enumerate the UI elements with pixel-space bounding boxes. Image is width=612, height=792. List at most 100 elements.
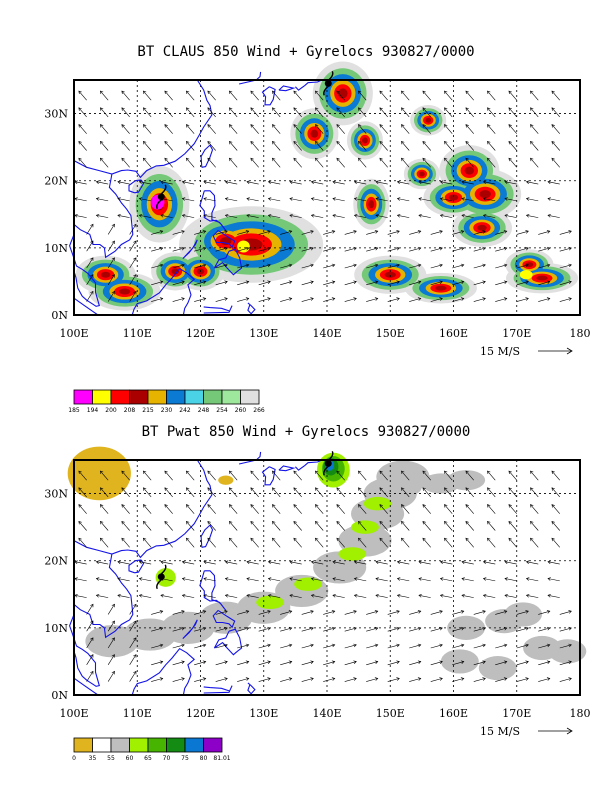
wind-vector-head — [396, 560, 401, 564]
wind-vector-head — [336, 520, 340, 525]
wind-vector — [495, 247, 507, 252]
wind-vector — [107, 654, 115, 665]
wind-vector — [452, 610, 464, 615]
pwat-band-grey — [548, 639, 587, 664]
wind-vector — [272, 537, 281, 548]
wind-vector — [311, 594, 324, 598]
wind-vector-head — [439, 643, 443, 648]
wind-vector — [375, 594, 388, 598]
wind-vector-head — [530, 520, 534, 525]
wind-vector-head — [396, 610, 400, 614]
wind-vector — [301, 644, 314, 649]
wind-vector-head — [288, 297, 293, 301]
wind-vector-head — [551, 107, 555, 111]
wind-vector — [397, 198, 410, 202]
wind-vector-head — [508, 124, 512, 128]
wind-vector — [78, 90, 87, 101]
wind-vector-head — [374, 626, 379, 631]
wind-vector-head — [401, 140, 405, 145]
coastline — [278, 85, 296, 92]
wind-vector — [215, 644, 228, 649]
wind-vector — [272, 487, 281, 498]
wind-vector — [418, 181, 431, 185]
wind-vector — [280, 247, 292, 252]
wind-vector-head — [310, 213, 315, 218]
wind-vector — [473, 247, 486, 252]
wind-vector-head — [138, 197, 143, 201]
wind-vector — [117, 198, 130, 202]
wind-vector — [551, 124, 560, 134]
wind-vector-head — [551, 487, 555, 491]
coastline — [131, 267, 196, 316]
wind-vector — [143, 504, 152, 514]
wind-vector-head — [375, 577, 379, 581]
wind-vector-head — [133, 637, 137, 641]
wind-vector-head — [78, 157, 82, 162]
wind-vector-head — [353, 626, 357, 631]
wind-vector-head — [530, 537, 534, 542]
colorbar-label: 242 — [179, 407, 191, 414]
wind-vector — [538, 247, 550, 252]
wind-vector-head — [331, 626, 336, 631]
wind-vector — [440, 214, 453, 218]
wind-vector-head — [546, 643, 551, 648]
wind-vector-head — [375, 560, 379, 564]
wind-vector-head — [203, 560, 207, 564]
wind-vector-head — [272, 124, 276, 128]
wind-vector-head — [111, 274, 115, 278]
wind-vector-head — [99, 504, 104, 508]
wind-vector-head — [203, 197, 207, 201]
wind-vector-head — [568, 297, 572, 301]
wind-vector — [293, 504, 302, 514]
wind-vector — [508, 521, 517, 531]
wind-vector — [107, 257, 115, 269]
wind-vector-head — [78, 520, 82, 525]
wind-vector — [194, 281, 206, 286]
wind-vector — [311, 578, 324, 582]
wind-vector-head — [465, 520, 469, 525]
wind-vector-head — [310, 626, 314, 631]
wind-vector-head — [267, 643, 271, 648]
wind-vector — [495, 678, 507, 682]
wind-vector-head — [331, 230, 336, 234]
lon-label: 180 — [570, 327, 591, 340]
wind-vector — [237, 644, 249, 649]
wind-vector — [272, 521, 281, 531]
wind-vector — [107, 274, 115, 285]
wind-vector — [293, 124, 302, 134]
wind-vector — [182, 561, 195, 565]
cloud-band-darkred — [362, 137, 368, 144]
wind-vector — [516, 678, 529, 682]
wind-vector-head — [379, 470, 383, 475]
wind-vector-head — [95, 213, 100, 218]
cloud-band-darkred — [220, 237, 232, 246]
wind-vector-head — [90, 274, 94, 278]
wind-vector-head — [379, 124, 383, 128]
wind-vector-head — [525, 593, 530, 598]
wind-vector-head — [90, 240, 94, 245]
colorbar-label: 185 — [68, 407, 80, 414]
cloud-band-darkred — [425, 117, 432, 123]
wind-vector-head — [133, 670, 137, 675]
wind-vector-head — [396, 677, 400, 681]
wind-vector — [323, 610, 335, 615]
wind-vector — [246, 214, 259, 218]
wind-vector — [237, 610, 249, 615]
wind-vector-head — [111, 654, 115, 658]
wind-vector-head — [160, 213, 164, 218]
wind-vector — [139, 214, 152, 218]
wind-vector-head — [525, 660, 529, 664]
wind-vector — [107, 671, 115, 682]
wind-vector — [229, 504, 238, 514]
wind-vector — [495, 644, 507, 649]
wind-vector — [74, 214, 87, 218]
wind-vector-head — [288, 230, 293, 234]
wind-vector-head — [90, 603, 94, 608]
wind-vector-head — [185, 520, 190, 525]
wind-vector-head — [250, 504, 254, 508]
wind-vector — [74, 578, 87, 582]
wind-vector-head — [422, 470, 426, 475]
wind-vector — [203, 594, 216, 598]
wind-vector-head — [202, 660, 207, 664]
wind-vector-head — [530, 124, 534, 128]
